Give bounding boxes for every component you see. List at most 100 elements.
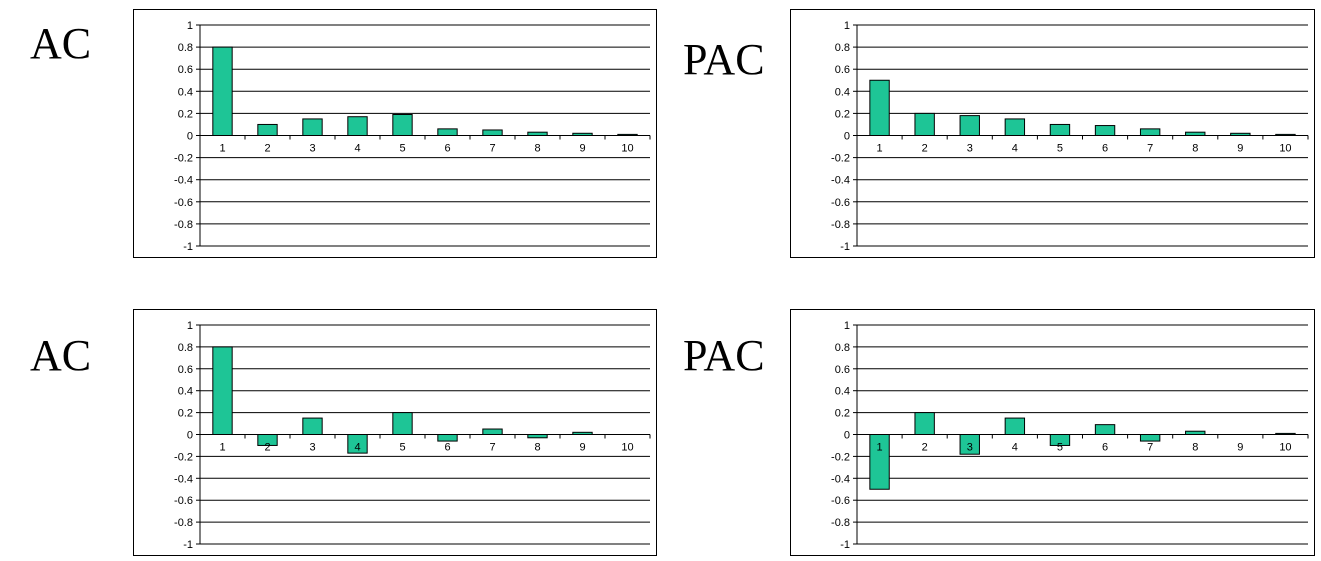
y-tick-label: -0.8 xyxy=(174,219,193,231)
pac-label-top: PAC xyxy=(683,35,765,84)
x-tick-label: 7 xyxy=(1147,442,1153,454)
x-tick-label: 7 xyxy=(1147,143,1153,155)
y-tick-label: 0 xyxy=(187,430,193,442)
bar xyxy=(257,434,278,446)
y-tick-label: 0.8 xyxy=(178,42,193,54)
x-tick-label: 8 xyxy=(1192,143,1198,155)
bar xyxy=(914,412,935,435)
y-tick-label: -0.4 xyxy=(831,175,850,187)
x-tick-label: 10 xyxy=(621,143,633,155)
y-tick-label: -0.6 xyxy=(831,495,850,507)
ac-label-top: AC xyxy=(30,19,92,68)
x-tick-label: 2 xyxy=(264,143,270,155)
y-tick-label: 0.8 xyxy=(835,42,850,54)
pac-label-bottom: PAC xyxy=(683,331,765,380)
y-tick-label: -0.2 xyxy=(831,153,850,165)
bar xyxy=(617,133,638,136)
y-tick-label: 0 xyxy=(844,430,850,442)
x-tick-label: 1 xyxy=(219,143,225,155)
y-tick-label: -0.8 xyxy=(831,517,850,529)
y-tick-label: -0.8 xyxy=(831,219,850,231)
y-tick-label: 0.6 xyxy=(178,364,193,376)
x-tick-label: 5 xyxy=(399,442,405,454)
pac-chart-top-svg: 1 0.8 0.6 0.4 0.2 0 -0.2 -0.4 -0.6 -0.8 -1 1 2 3 4 5 6 7 8… xyxy=(831,20,1309,253)
bar xyxy=(302,118,323,137)
y-tick-label: -1 xyxy=(183,539,193,551)
y-tick-label: 0.8 xyxy=(178,342,193,354)
bar xyxy=(1185,131,1206,136)
y-tick-label: -0.2 xyxy=(174,153,193,165)
y-tick-label: -0.4 xyxy=(174,473,193,485)
y-tick-label: -0.6 xyxy=(831,197,850,209)
x-tick-label: 4 xyxy=(1012,442,1018,454)
x-tick-label: 8 xyxy=(534,143,540,155)
y-tick-label: 0.2 xyxy=(835,408,850,420)
bar xyxy=(1094,125,1116,136)
y-tick-label: 1 xyxy=(187,20,193,32)
bar xyxy=(257,123,278,136)
x-tick-label: 9 xyxy=(579,143,585,155)
y-tick-label: 1 xyxy=(187,320,193,332)
y-tick-label: -0.8 xyxy=(174,517,193,529)
x-tick-label: 9 xyxy=(1237,442,1243,454)
x-tick-label: 3 xyxy=(967,143,973,155)
bar xyxy=(527,434,548,439)
y-tick-label: 0.4 xyxy=(178,86,193,98)
y-tick-label: 0.6 xyxy=(178,64,193,76)
ac-chart-top-svg: 1 0.8 0.6 0.4 0.2 0 -0.2 -0.4 -0.6 -0.8 -1 1 2 3 4 5 6 7 8… xyxy=(174,20,651,253)
x-tick-label: 1 xyxy=(876,143,882,155)
x-tick-label: 7 xyxy=(489,442,495,454)
bar xyxy=(914,112,935,137)
y-tick-label: -0.4 xyxy=(174,175,193,187)
bar xyxy=(212,346,233,435)
x-tick-label: 6 xyxy=(444,442,450,454)
bar xyxy=(959,115,980,136)
bar xyxy=(959,434,980,455)
bar xyxy=(302,417,323,435)
y-tick-label: -0.2 xyxy=(831,451,850,463)
bar xyxy=(437,434,458,442)
x-tick-label: 4 xyxy=(1012,143,1018,155)
x-tick-label: 2 xyxy=(922,442,928,454)
bar xyxy=(437,128,458,137)
x-tick-label: 3 xyxy=(309,442,315,454)
y-tick-label: 0 xyxy=(187,131,193,143)
x-tick-label: 8 xyxy=(534,442,540,454)
y-tick-label: 0.6 xyxy=(835,64,850,76)
bar xyxy=(1139,434,1161,442)
bar xyxy=(1275,133,1296,136)
x-tick-label: 2 xyxy=(264,442,270,454)
ac-chart-top: 1 0.8 0.6 0.4 0.2 0 -0.2 -0.4 -0.6 -0.8 -1 1 2 3 4 5 6 7 8… xyxy=(133,9,657,258)
y-tick-label: 1 xyxy=(844,320,850,332)
bar xyxy=(1094,424,1116,435)
x-tick-label: 9 xyxy=(579,442,585,454)
x-tick-label: 6 xyxy=(1102,442,1108,454)
y-tick-label: 0 xyxy=(844,131,850,143)
bar xyxy=(347,116,368,136)
ac-chart-bottom: 1 0.8 0.6 0.4 0.2 0 -0.2 -0.4 -0.6 -0.8 -1 1 2 3 4 5 6 7 8… xyxy=(133,309,657,556)
bar xyxy=(1049,434,1071,446)
ac-label-bottom: AC xyxy=(30,331,92,380)
x-tick-label: 3 xyxy=(967,442,973,454)
x-tick-label: 4 xyxy=(354,143,360,155)
x-tick-label: 10 xyxy=(1279,143,1291,155)
bar xyxy=(1275,432,1296,435)
bar xyxy=(1049,123,1071,136)
y-tick-label: 0.2 xyxy=(178,108,193,120)
y-tick-label: -1 xyxy=(840,241,850,253)
bar xyxy=(572,431,593,435)
x-tick-label: 5 xyxy=(399,143,405,155)
y-tick-label: 0.4 xyxy=(178,386,193,398)
x-tick-label: 3 xyxy=(309,143,315,155)
bar xyxy=(482,129,503,136)
bar xyxy=(1139,128,1161,137)
bar xyxy=(869,434,890,490)
bar xyxy=(527,131,548,136)
y-tick-label: -0.6 xyxy=(174,197,193,209)
pac-chart-bottom-svg: 1 0.8 0.6 0.4 0.2 0 -0.2 -0.4 -0.6 -0.8 -1 1 2 3 4 5 6 7 8… xyxy=(831,320,1309,551)
x-tick-label: 9 xyxy=(1237,143,1243,155)
bar xyxy=(392,114,413,136)
bar xyxy=(1185,430,1206,435)
y-tick-label: -0.2 xyxy=(174,451,193,463)
bar xyxy=(347,434,368,454)
